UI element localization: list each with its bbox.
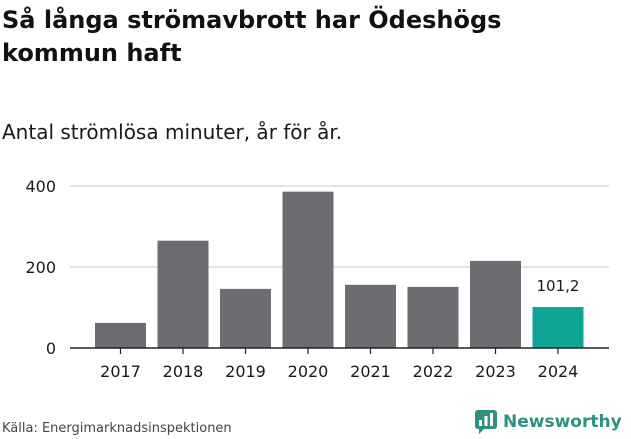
bar-2023 [470,260,521,348]
bar-2019 [220,288,271,348]
newsworthy-logo-icon [475,410,497,434]
x-tick-label: 2022 [413,362,454,381]
chart-subtitle: Antal strömlösa minuter, år för år. [2,120,343,144]
newsworthy-logo: Newsworthy [474,407,622,437]
y-tick-label: 400 [25,177,56,196]
x-tick-label: 2019 [225,362,266,381]
x-tick-label: 2021 [350,362,391,381]
x-tick-label: 2017 [100,362,141,381]
newsworthy-logo-text: Newsworthy [503,412,622,432]
data-label: 101,2 [537,277,580,295]
bar-2020 [282,191,334,348]
bar-2021 [345,284,396,348]
bar-2017 [95,322,146,348]
bar-chart: 0 200 400 2017 2018 2019 2020 2021 2022 2023 2024 1… [25,177,609,381]
y-tick-label: 200 [25,258,56,277]
chart-title: Så långa strömavbrott har Ödeshögs kommu… [2,6,502,67]
bar-2018 [157,240,209,348]
bar-2022 [407,286,459,348]
y-tick-label: 0 [46,339,56,358]
x-tick-label: 2023 [475,362,516,381]
source-note: Källa: Energimarknadsinspektionen [2,421,232,436]
x-tick-label: 2018 [163,362,204,381]
x-tick-label: 2020 [288,362,329,381]
x-tick-label: 2024 [538,362,579,381]
bar-2024 [532,307,584,348]
